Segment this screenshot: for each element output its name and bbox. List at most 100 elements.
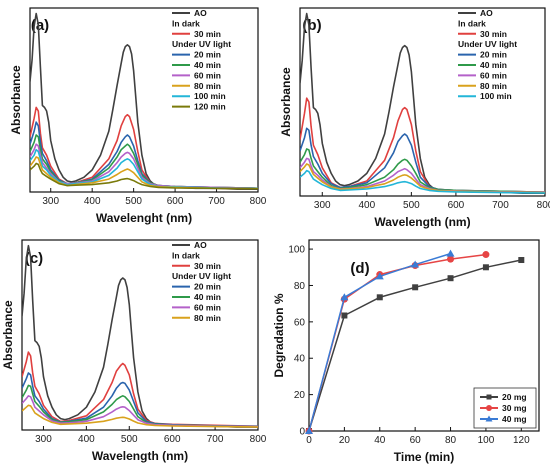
plot-frame [299, 7, 546, 197]
y-axis-label: Absorbance [1, 300, 15, 370]
x-tick-label: 400 [358, 200, 375, 211]
chart-panel-2: 300 400 500 600 700 800 Wavelength (nm) Absorba… [279, 7, 550, 229]
plot-frame [21, 239, 259, 431]
legend-label: 40 min [194, 292, 221, 302]
data-point [411, 260, 420, 268]
legend-label: 40 mg [502, 414, 527, 424]
legend-label: 80 min [194, 81, 221, 91]
plot-frame [308, 239, 540, 432]
x-tick-label: 40 [374, 435, 386, 446]
legend-label: 60 min [194, 302, 221, 312]
legend-label: 30 min [480, 29, 507, 39]
y-axis-label: Absorbance [9, 65, 23, 135]
legend-label: 100 min [480, 91, 512, 101]
series-line-40-min [22, 384, 258, 428]
data-point [375, 272, 384, 280]
chart-panel-1: 300 400 500 600 700 800 Wavelenght (nm) Absorba… [9, 7, 267, 225]
chart-panel-3: 300 400 500 600 700 800 Wavelength (nm) Absorba… [1, 239, 267, 463]
chart-panel-4: 0 20 40 60 80 100 120 0 20 40 60 80 100 Time (min) Deg… [272, 239, 540, 464]
panel-label: (b) [302, 17, 321, 34]
legend-label: 30 min [194, 261, 221, 271]
x-tick-label: 800 [250, 196, 267, 207]
series-line-100-min [30, 148, 258, 190]
series-line-60-min [30, 143, 258, 190]
series-line-120-min [30, 162, 258, 190]
x-tick-label: 600 [164, 434, 181, 445]
x-tick-label: 600 [448, 200, 465, 211]
x-tick-label: 400 [84, 196, 101, 207]
series-line-40-min [30, 134, 258, 190]
x-tick-label: 100 [478, 435, 495, 446]
x-tick-label: 500 [125, 196, 142, 207]
data-point [482, 251, 490, 259]
x-tick-label: 120 [513, 435, 530, 446]
series-line-20-min [300, 127, 545, 193]
legend-label: 20 min [480, 50, 507, 60]
legend-heading: Under UV light [458, 39, 517, 49]
x-axis-label: Time (min) [394, 450, 454, 464]
series-line-30-min [22, 351, 258, 427]
plot-frame [29, 7, 259, 193]
x-tick-label: 20 [339, 435, 351, 446]
legend-marker [485, 415, 493, 422]
legend-heading: Under UV light [172, 39, 231, 49]
legend-label: 60 min [194, 70, 221, 80]
series-line-20-min [22, 372, 258, 427]
series-line-80-min [300, 163, 545, 194]
x-tick-label: 700 [208, 196, 225, 207]
legend-label: 20 min [194, 282, 221, 292]
legend-label: AO [194, 240, 207, 250]
data-point [447, 255, 455, 263]
data-point [447, 275, 454, 282]
y-tick-label: 0 [299, 427, 305, 438]
legend-heading: In dark [172, 250, 200, 260]
x-tick-label: 300 [314, 200, 331, 211]
legend-label: 30 min [194, 29, 221, 39]
x-tick-label: 500 [121, 434, 138, 445]
y-tick-label: 40 [294, 354, 306, 365]
x-tick-label: 300 [35, 434, 52, 445]
x-tick-label: 800 [537, 200, 550, 211]
y-axis-label: Degradation % [272, 293, 286, 377]
data-point [341, 312, 348, 319]
legend-label: AO [480, 8, 493, 18]
legend-heading: In dark [172, 18, 200, 28]
x-tick-label: 800 [250, 434, 267, 445]
series-line-40-mg [309, 252, 451, 431]
legend-label: 30 mg [502, 403, 527, 413]
x-axis-label: Wavelenght (nm) [96, 211, 192, 225]
series-line-60-min [22, 394, 258, 428]
legend-marker [486, 394, 492, 400]
x-tick-label: 60 [410, 435, 422, 446]
data-point [340, 293, 349, 301]
y-axis-label: Absorbance [279, 67, 293, 137]
data-point [305, 427, 313, 434]
x-tick-label: 0 [306, 435, 312, 446]
legend-label: 20 min [194, 50, 221, 60]
series-line-80-min [22, 404, 258, 428]
legend-label: 60 min [480, 70, 507, 80]
panel-label: (d) [350, 260, 369, 277]
legend-label: 40 min [194, 60, 221, 70]
x-tick-label: 300 [42, 196, 59, 207]
x-tick-label: 600 [167, 196, 184, 207]
series-line-30-min [300, 97, 545, 193]
legend-label: 80 min [194, 313, 221, 323]
series-line-80-min [30, 156, 258, 190]
x-tick-label: 500 [403, 200, 420, 211]
legend-label: 120 min [194, 102, 226, 112]
legend-heading: Under UV light [172, 271, 231, 281]
series-line-100-min [300, 169, 545, 194]
x-tick-label: 700 [492, 200, 509, 211]
data-point [518, 257, 525, 264]
legend-label: 100 min [194, 91, 226, 101]
series-line-40-min [300, 148, 545, 193]
legend-label: 80 min [480, 81, 507, 91]
legend-heading: In dark [458, 18, 486, 28]
data-point [482, 264, 489, 271]
data-point [412, 284, 419, 291]
